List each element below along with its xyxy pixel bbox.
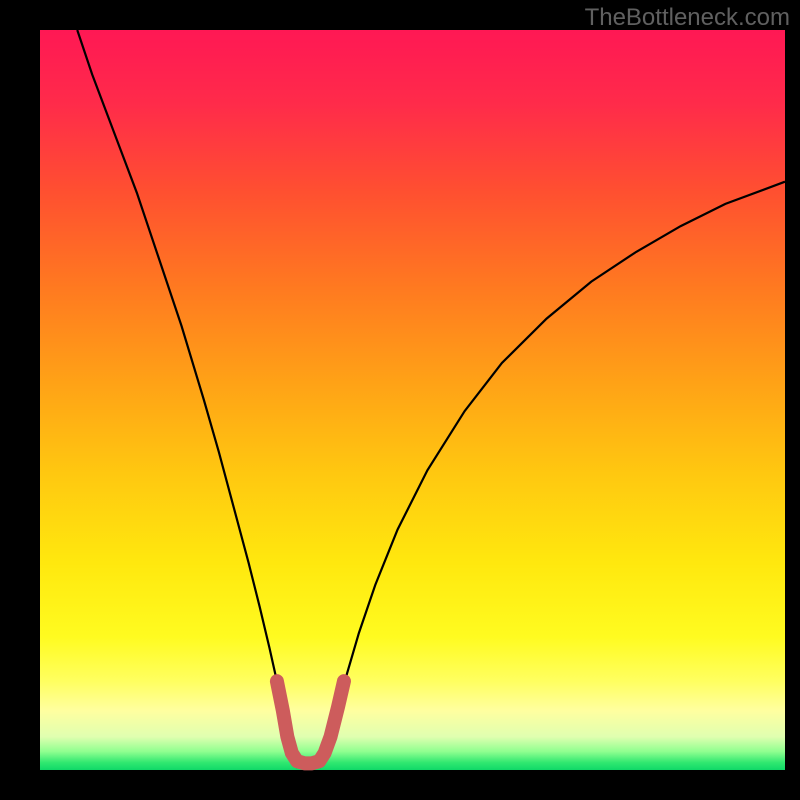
plot-background	[40, 30, 785, 770]
bottleneck-curve-chart	[0, 0, 800, 800]
watermark-text: TheBottleneck.com	[585, 4, 790, 32]
